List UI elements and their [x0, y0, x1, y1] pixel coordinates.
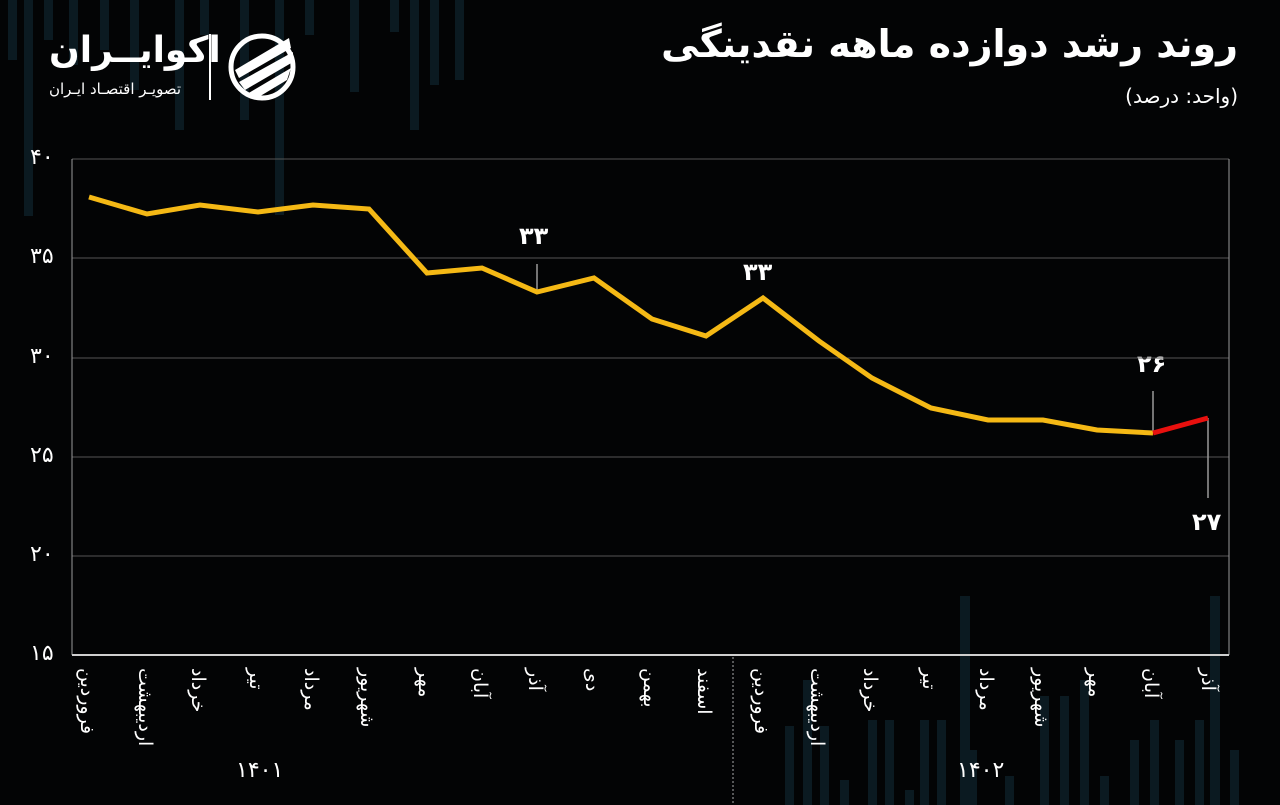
x-label: بهمن — [639, 668, 661, 708]
chart-unit-subtitle: (واحد: درصد) — [1125, 84, 1238, 108]
x-label: آذر — [1197, 668, 1219, 691]
x-label: آبان — [469, 668, 491, 699]
y-tick-25: ۲۵ — [30, 443, 54, 468]
x-label: دی — [581, 668, 603, 692]
chart-title: روند رشد دوازده ماهه نقدینگی — [661, 22, 1238, 66]
x-label: اردیبهشت — [806, 668, 828, 747]
x-label: خرداد — [187, 668, 209, 713]
year-label-1401: ۱۴۰۱ — [236, 758, 284, 783]
x-label: تیر — [918, 668, 940, 690]
x-label: شهریور — [356, 668, 378, 728]
x-label: خرداد — [859, 668, 881, 713]
liquidity-growth-line — [88, 194, 1154, 436]
x-label: شهریور — [1030, 668, 1052, 728]
x-label: آذر — [524, 668, 546, 691]
y-tick-40: ۴۰ — [30, 145, 54, 170]
x-label: مهر — [1084, 668, 1106, 698]
latest-change-segment — [1152, 415, 1209, 436]
x-label: مهر — [414, 668, 436, 698]
logo-divider — [209, 34, 211, 100]
x-label: اسفند — [693, 668, 715, 715]
y-tick-20: ۲۰ — [30, 542, 54, 567]
x-label: مرداد — [300, 668, 322, 711]
brand-logo: اکوایــران تصویـر اقتصـاد ایـران — [45, 30, 305, 110]
annotation-label: ۳۳ — [743, 258, 773, 286]
year-label-1402: ۱۴۰۲ — [957, 758, 1005, 783]
x-label: مرداد — [975, 668, 997, 711]
x-label: اردیبهشت — [134, 668, 156, 747]
x-label: آبان — [1140, 668, 1162, 699]
x-label: فروردین — [750, 668, 772, 735]
y-tick-35: ۳۵ — [30, 244, 54, 269]
annotation-label: ۳۳ — [519, 222, 549, 250]
x-label: تیر — [245, 668, 267, 690]
annotation-label: ۲۷ — [1192, 508, 1222, 536]
x-label: فروردین — [76, 668, 98, 735]
logo-name: اکوایــران — [49, 30, 221, 71]
y-tick-15: ۱۵ — [30, 641, 54, 666]
annotation-label: ۲۶ — [1137, 350, 1167, 378]
logo-mark-icon — [228, 33, 296, 101]
y-tick-30: ۳۰ — [30, 344, 54, 369]
logo-tagline: تصویـر اقتصـاد ایـران — [49, 80, 182, 98]
gridlines — [72, 158, 1229, 557]
